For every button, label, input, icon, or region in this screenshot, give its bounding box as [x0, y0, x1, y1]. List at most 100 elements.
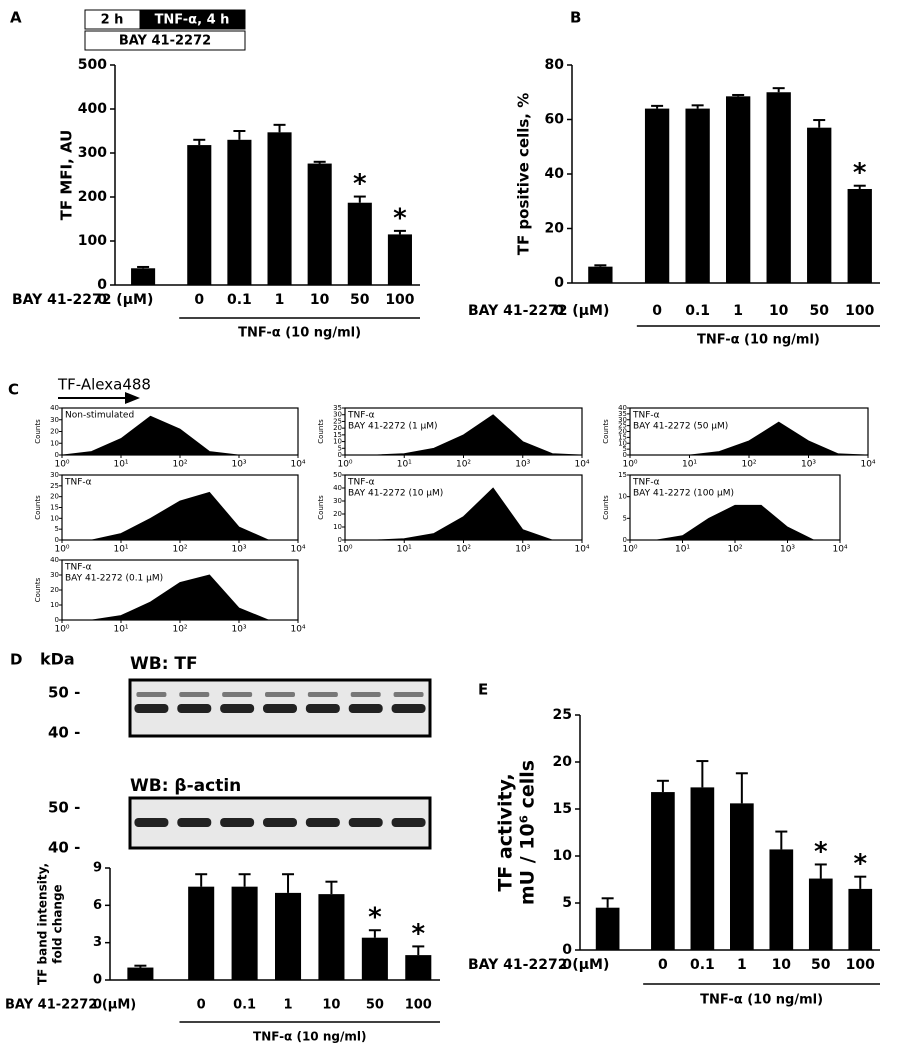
bar — [769, 849, 794, 950]
y-tick-label: 40 — [50, 404, 59, 412]
y-tick-label: 10 — [333, 438, 342, 446]
y-tick-label: 25 — [553, 707, 572, 723]
significance: * — [411, 919, 425, 949]
y-tick-label: 6 — [93, 898, 102, 913]
y-tick-label: 0 — [554, 275, 564, 291]
bar — [726, 96, 751, 284]
y-tick-label: 20 — [50, 586, 59, 594]
x-axis-title: BAY 41-2272 (μM) — [468, 957, 609, 973]
y-axis-title: Counts — [34, 577, 42, 602]
bar — [187, 145, 212, 285]
panel-title: TNF-α — [347, 411, 375, 421]
x-tick-label: 10⁴ — [290, 460, 305, 470]
bar — [127, 967, 154, 980]
x-tick-label: 10⁰ — [54, 625, 69, 635]
y-tick-label: 3 — [93, 935, 102, 950]
x-tick-label: 10⁴ — [290, 545, 305, 555]
y-tick-label: 15 — [553, 801, 572, 817]
y-tick-label: 25 — [333, 417, 342, 425]
panel-title: BAY 41-2272 (0.1 μM) — [65, 574, 163, 584]
significance: * — [368, 903, 382, 933]
x-tick-label: 0 — [194, 292, 204, 308]
y-tick-label: 10 — [333, 523, 342, 531]
x-tick-label: 10¹ — [397, 460, 412, 470]
x-tick-label: 0.1 — [227, 292, 252, 308]
x-tick-label: 10¹ — [682, 460, 697, 470]
blot-band — [136, 692, 167, 697]
marker-label: 40 - — [48, 724, 80, 742]
y-tick-label: 30 — [50, 471, 59, 479]
y-tick-label: 9 — [93, 861, 102, 876]
x-tick-label: 10⁰ — [54, 460, 69, 470]
histogram-area — [630, 421, 869, 456]
y-axis-title: Counts — [34, 419, 42, 444]
y-tick-label: 30 — [50, 571, 59, 579]
x-tick-label: 10⁰ — [337, 545, 352, 555]
x-tick-label: 10² — [741, 460, 756, 470]
y-tick-label: 20 — [545, 221, 565, 237]
panel-title: BAY 41-2272 (50 μM) — [633, 422, 728, 432]
timeline-box — [84, 30, 246, 51]
y-axis-title: fold change — [51, 884, 65, 963]
x-tick-label: 50 — [366, 998, 384, 1013]
blot-band — [177, 818, 212, 827]
histogram-area — [630, 504, 840, 541]
significance: * — [353, 169, 367, 199]
y-tick-label: 10 — [50, 601, 59, 609]
blot-band — [177, 704, 212, 713]
y-axis-title: TF band intensity, — [36, 863, 50, 985]
x-tick-label: 10³ — [515, 460, 530, 470]
x-tick-label: 0 — [562, 957, 572, 973]
panel-label: D — [10, 651, 22, 669]
y-tick-label: 60 — [545, 112, 565, 128]
x-tick-label: 10⁰ — [622, 460, 637, 470]
bar — [227, 139, 252, 285]
bar — [848, 888, 873, 950]
y-axis-title: TF positive cells, % — [515, 93, 533, 256]
bar — [690, 787, 715, 950]
timeline-text: 2 h — [101, 13, 124, 28]
x-axis-title: BAY 41-2272 (μM) — [468, 303, 609, 319]
group-label: TNF-α (10 ng/ml) — [700, 993, 823, 1008]
y-axis-title: Counts — [34, 495, 42, 520]
bar — [387, 234, 412, 285]
y-tick-label: 20 — [553, 754, 573, 770]
y-axis-title: TF activity, — [495, 773, 517, 891]
histogram-area — [61, 415, 298, 456]
x-tick-label: 0.1 — [685, 303, 710, 319]
significance: * — [853, 849, 867, 879]
y-tick-label: 10 — [50, 439, 59, 447]
blot-band — [134, 818, 169, 827]
blot-band — [220, 704, 255, 713]
axis-title: TF-Alexa488 — [57, 376, 151, 394]
blot-title: WB: TF — [130, 654, 198, 674]
group-label: TNF-α (10 ng/ml) — [697, 333, 820, 348]
y-tick-label: 5 — [623, 514, 627, 522]
y-tick-label: 0 — [55, 536, 59, 544]
bar — [347, 202, 372, 285]
y-axis-title: Counts — [602, 419, 610, 444]
panel-title: TNF-α — [347, 478, 375, 488]
x-tick-label: 100 — [405, 998, 432, 1013]
y-tick-label: 30 — [333, 497, 342, 505]
blot-band — [393, 692, 424, 697]
blot-band — [305, 704, 340, 713]
panel-title: BAY 41-2272 (100 μM) — [633, 489, 734, 499]
bar — [730, 803, 754, 950]
bar — [405, 955, 432, 980]
y-tick-label: 10 — [618, 439, 627, 447]
y-axis-title: Counts — [317, 495, 325, 520]
y-tick-label: 0 — [55, 616, 59, 624]
panel-label: B — [570, 9, 581, 27]
y-tick-label: 30 — [333, 411, 342, 419]
panel-label: C — [8, 381, 19, 399]
x-tick-label: 1 — [737, 957, 747, 973]
y-tick-label: 25 — [50, 482, 59, 490]
bar — [131, 268, 156, 285]
x-tick-label: 10⁰ — [622, 545, 637, 555]
timeline-text: TNF-α, 4 h — [155, 13, 230, 28]
bar — [188, 886, 215, 980]
y-tick-label: 5 — [562, 895, 572, 911]
x-tick-label: 0 — [554, 303, 564, 319]
bar — [275, 892, 302, 980]
